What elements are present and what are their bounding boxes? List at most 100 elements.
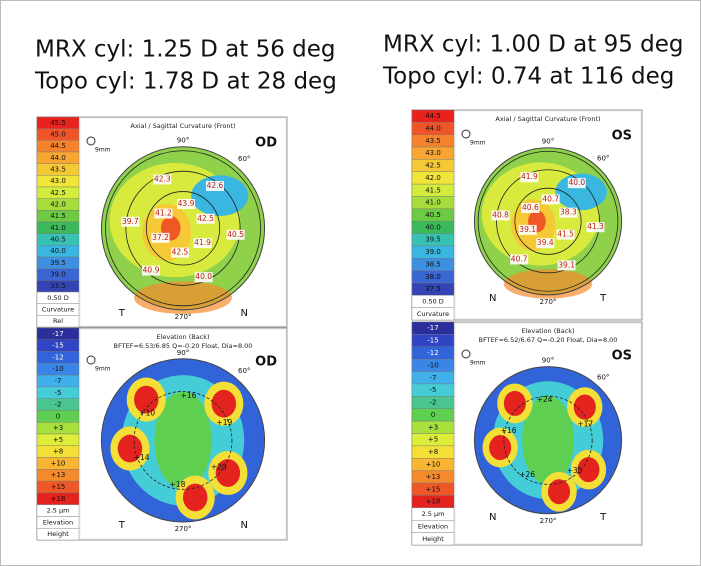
map-value: 42.3 xyxy=(154,174,171,183)
value-box xyxy=(521,202,540,213)
value-box xyxy=(142,265,161,276)
degree-label: 90° xyxy=(177,137,189,145)
scale-label: -7 xyxy=(55,377,62,385)
zoom-label: 9mm xyxy=(95,147,111,154)
map-value: +16 xyxy=(501,426,517,435)
scale-footer: 2.5 µm xyxy=(422,510,445,518)
map-zone xyxy=(191,175,249,217)
scale-label: 38.5 xyxy=(425,260,441,268)
scale-label: +3 xyxy=(53,424,63,432)
degree-label: 60° xyxy=(238,367,250,375)
map-value: 42.5 xyxy=(172,248,189,257)
map-value: 42.6 xyxy=(207,181,224,190)
map-ring xyxy=(125,170,241,286)
scale-footer-cell xyxy=(36,315,80,328)
degree-label: 60° xyxy=(597,374,609,382)
map-zone xyxy=(522,396,574,485)
scale-label: +5 xyxy=(53,436,63,444)
scale-label: +13 xyxy=(426,473,441,481)
scale-label: 40.5 xyxy=(50,236,66,244)
map-zone xyxy=(503,390,526,416)
scale-label: 45.5 xyxy=(50,119,66,127)
right-line: MRX cyl: 1.00 D at 95 deg xyxy=(383,32,684,58)
zoom-label: 9mm xyxy=(470,360,486,367)
scale-footer: Curvature xyxy=(42,306,74,314)
map-zone xyxy=(577,457,600,483)
map-subtitle: BFTEF=6.53/6.85 Q=-0.20 Float, Dia=8.00 xyxy=(114,342,253,350)
eye-label: OS xyxy=(612,129,632,144)
scale-label: 43.0 xyxy=(425,149,441,157)
value-box xyxy=(170,247,189,258)
scale-label: +8 xyxy=(428,448,438,456)
map-value: 39.4 xyxy=(537,238,554,247)
map-value: +18 xyxy=(170,480,186,489)
scale-footer: 0.50 D xyxy=(422,297,444,305)
map-ring xyxy=(514,187,582,255)
map-zone xyxy=(573,394,596,420)
scale-label: -5 xyxy=(55,389,62,397)
scale-label: -7 xyxy=(430,374,437,382)
map-value: 41.9 xyxy=(194,238,211,247)
value-box xyxy=(491,210,510,221)
degree-label: 60° xyxy=(238,155,250,163)
zoom-icon xyxy=(461,129,471,139)
map-zone xyxy=(117,434,143,463)
scale-label: +18 xyxy=(426,498,441,506)
map-value: 40.0 xyxy=(195,272,212,281)
degree-label: 270° xyxy=(175,313,192,321)
value-box xyxy=(226,229,245,240)
scale-label: 39.0 xyxy=(425,248,441,256)
left-line: MRX cyl: 1.25 D at 56 deg xyxy=(35,37,336,63)
value-box xyxy=(154,208,173,219)
scale-label: 39.0 xyxy=(50,271,66,279)
scale-footer: Elevation xyxy=(418,522,448,530)
degree-label: 270° xyxy=(175,525,192,533)
value-box xyxy=(518,224,537,235)
orientation-label: N xyxy=(489,293,496,304)
scale-label: -2 xyxy=(55,401,62,409)
map-value: 40.5 xyxy=(227,230,244,239)
map-value: 39.1 xyxy=(519,225,536,234)
map-value: +35 xyxy=(567,466,583,475)
scale-label: 39.5 xyxy=(425,236,441,244)
map-outline xyxy=(100,358,266,523)
degree-label: 90° xyxy=(542,357,554,365)
map-title: Axial / Sagittal Curvature (Front) xyxy=(495,115,600,123)
scale-label: -12 xyxy=(52,353,63,361)
scale-label: +3 xyxy=(428,423,438,431)
scale-label: 44.5 xyxy=(50,142,66,150)
scale-label: 45.0 xyxy=(50,131,66,139)
map-value: +24 xyxy=(537,395,553,404)
map-ring xyxy=(496,169,600,274)
value-box xyxy=(194,272,213,283)
zoom-icon xyxy=(86,355,96,365)
scale-label: -5 xyxy=(430,386,437,394)
scale-label: 40.5 xyxy=(425,211,441,219)
orientation-label: T xyxy=(599,293,607,304)
orientation-label: T xyxy=(599,512,607,523)
scale-label: +10 xyxy=(426,460,441,468)
scale-label: -10 xyxy=(427,361,438,369)
value-box xyxy=(196,213,215,224)
topography-panel: 45.5 45.0 44.5 44.0 43.5 43.0 42.5 42.0 41.5 41.0… xyxy=(36,116,288,328)
value-box xyxy=(205,180,224,191)
map-value: 41.9 xyxy=(521,172,538,181)
degree-label: 270° xyxy=(540,517,557,525)
map-zone xyxy=(211,389,237,418)
map-value: 37.2 xyxy=(152,233,169,242)
scale-label: 40.0 xyxy=(50,247,66,255)
map-value: 40.9 xyxy=(143,266,160,275)
scale-footer: Height xyxy=(422,535,444,543)
scale-label: -2 xyxy=(430,399,437,407)
scale-label: 41.5 xyxy=(50,212,66,220)
scale-label: 43.0 xyxy=(50,177,66,185)
zoom-label: 9mm xyxy=(470,140,486,147)
map-ring xyxy=(145,191,221,266)
map-value: +19 xyxy=(216,418,232,427)
scale-footer: Elevation xyxy=(43,518,73,526)
eye-label: OD xyxy=(255,355,277,370)
scale-footer-cell xyxy=(411,307,455,321)
scale-label: +15 xyxy=(51,483,66,491)
orientation-label: N xyxy=(240,308,247,319)
